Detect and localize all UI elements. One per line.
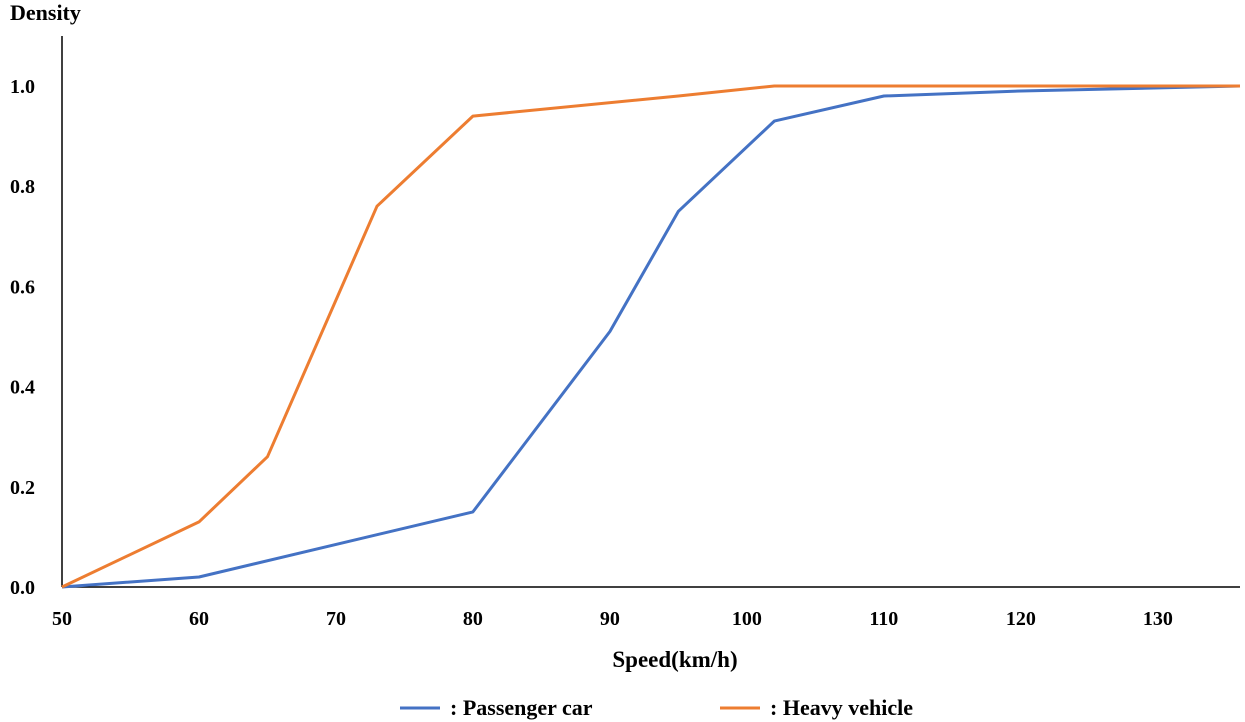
y-tick-label: 1.0 bbox=[10, 76, 35, 98]
y-tick-label: 0.8 bbox=[10, 176, 35, 198]
x-tick-label: 100 bbox=[732, 608, 762, 630]
x-tick-label: 110 bbox=[869, 608, 898, 630]
x-tick-label: 50 bbox=[52, 608, 72, 630]
legend: : Passenger car : Heavy vehicle bbox=[400, 695, 913, 720]
x-tick-label: 90 bbox=[600, 608, 620, 630]
y-tick-labels: 0.0 0.2 0.4 0.6 0.8 1.0 bbox=[10, 76, 35, 599]
x-tick-labels: 50 60 70 80 90 100 110 120 130 bbox=[52, 608, 1173, 630]
x-tick-label: 80 bbox=[463, 608, 483, 630]
y-axis-title: Density bbox=[10, 0, 81, 25]
y-tick-label: 0.6 bbox=[10, 276, 35, 298]
y-tick-label: 0.4 bbox=[10, 377, 35, 399]
x-axis-title: Speed(km/h) bbox=[612, 647, 737, 672]
y-tick-label: 0.2 bbox=[10, 477, 35, 499]
y-tick-label: 0.0 bbox=[10, 577, 35, 599]
x-tick-label: 120 bbox=[1006, 608, 1036, 630]
x-tick-label: 60 bbox=[189, 608, 209, 630]
series-line-heavy-vehicle bbox=[61, 84, 1240, 589]
legend-label-passenger-car: : Passenger car bbox=[450, 695, 593, 720]
x-tick-label: 70 bbox=[326, 608, 346, 630]
series-lines bbox=[61, 84, 1241, 589]
series-line-passenger-car bbox=[61, 84, 1241, 589]
x-tick-label: 130 bbox=[1143, 608, 1173, 630]
legend-label-heavy-vehicle: : Heavy vehicle bbox=[770, 695, 913, 720]
